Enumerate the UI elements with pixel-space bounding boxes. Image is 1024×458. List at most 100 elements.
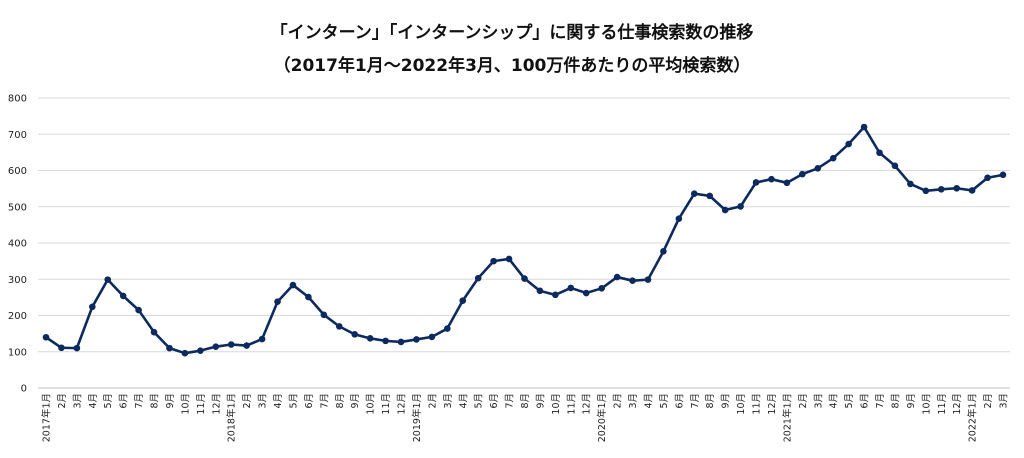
x-tick-label: 2月 xyxy=(798,393,809,409)
data-point xyxy=(629,277,636,285)
data-point xyxy=(768,175,775,183)
x-axis-ticks: 2017年1月 2月 3月 4月 5月 6月 7月 8月 9月 10月 11月 12月 2018年1月 2… xyxy=(41,393,1010,442)
data-point xyxy=(907,180,914,188)
x-tick-label: 10月 xyxy=(366,393,377,415)
x-tick-label: 10月 xyxy=(921,393,932,415)
data-point xyxy=(428,333,436,341)
data-point xyxy=(474,274,482,282)
data-point xyxy=(582,289,590,297)
y-axis-ticks: 0 100 200 300 400 500 600 700 800 xyxy=(8,94,27,395)
x-tick-label: 6月 xyxy=(860,393,871,409)
data-point xyxy=(89,303,96,311)
x-tick-label: 6月 xyxy=(489,393,500,409)
x-tick-label: 6月 xyxy=(119,393,130,409)
data-point xyxy=(73,344,81,352)
data-point xyxy=(382,337,389,345)
series-line-path xyxy=(45,125,1004,355)
data-point xyxy=(876,149,883,157)
x-tick-label: 11月 xyxy=(196,393,207,415)
x-tick-label: 9月 xyxy=(906,393,917,409)
data-point xyxy=(737,203,744,210)
data-point xyxy=(444,325,451,332)
y-tick-label: 300 xyxy=(8,275,27,286)
x-tick-label: 8月 xyxy=(150,393,161,409)
data-point xyxy=(212,343,220,350)
x-tick-label: 11月 xyxy=(752,393,763,415)
x-tick-label: 9月 xyxy=(535,393,546,409)
x-tick-label: 6月 xyxy=(304,393,315,409)
series-line xyxy=(42,123,1007,357)
x-tick-label: 2月 xyxy=(57,393,68,409)
data-point xyxy=(613,273,621,281)
data-point xyxy=(58,344,65,352)
x-tick-label: 2017年1月 xyxy=(41,393,53,442)
data-point xyxy=(181,349,189,357)
y-tick-label: 600 xyxy=(8,166,27,177)
data-point xyxy=(999,171,1007,179)
data-point xyxy=(119,292,127,300)
data-point xyxy=(150,328,158,336)
x-tick-label: 3月 xyxy=(628,393,639,409)
data-point xyxy=(814,165,822,172)
data-point xyxy=(937,186,945,193)
x-tick-label: 9月 xyxy=(165,393,176,409)
x-tick-label: 2月 xyxy=(242,393,253,409)
data-point xyxy=(397,338,405,346)
x-tick-label: 2019年1月 xyxy=(411,393,423,442)
data-point xyxy=(243,342,250,349)
x-tick-label: 8月 xyxy=(520,393,531,409)
x-tick-label: 10月 xyxy=(180,393,191,415)
y-tick-label: 500 xyxy=(8,202,27,213)
x-tick-label: 5月 xyxy=(103,393,114,409)
x-tick-label: 2021年1月 xyxy=(781,393,793,442)
x-tick-label: 9月 xyxy=(350,393,361,409)
data-point xyxy=(335,323,343,330)
chart-title: 「インターン」「インターンシップ」に関する仕事検索数の推移 xyxy=(270,23,754,43)
data-point xyxy=(721,206,729,214)
x-tick-label: 4月 xyxy=(273,393,284,409)
data-point xyxy=(135,306,142,314)
x-tick-label: 2022年1月 xyxy=(967,393,979,442)
data-point xyxy=(289,281,297,289)
x-tick-label: 12月 xyxy=(397,393,408,415)
data-point xyxy=(227,341,235,348)
y-tick-label: 700 xyxy=(8,130,27,141)
gridlines xyxy=(38,97,1010,389)
data-point xyxy=(413,336,420,343)
data-point xyxy=(567,284,575,292)
x-tick-label: 12月 xyxy=(767,393,778,415)
x-tick-label: 5月 xyxy=(288,393,299,409)
data-point xyxy=(984,174,991,182)
x-tick-label: 10月 xyxy=(736,393,747,415)
x-tick-label: 6月 xyxy=(674,393,685,409)
data-point xyxy=(922,187,930,195)
x-tick-label: 12月 xyxy=(211,393,222,415)
x-tick-label: 3月 xyxy=(443,393,454,409)
data-point xyxy=(274,298,281,306)
y-tick-label: 100 xyxy=(8,347,27,358)
x-tick-label: 8月 xyxy=(705,393,716,409)
data-point xyxy=(490,257,497,265)
data-point xyxy=(505,255,513,263)
data-point xyxy=(706,192,714,200)
y-tick-label: 0 xyxy=(21,384,27,395)
x-tick-label: 5月 xyxy=(659,393,670,409)
data-point xyxy=(783,179,791,187)
x-tick-label: 7月 xyxy=(505,393,516,409)
x-tick-label: 8月 xyxy=(890,393,901,409)
y-tick-label: 400 xyxy=(8,239,27,250)
x-tick-label: 7月 xyxy=(134,393,145,409)
data-point xyxy=(104,276,112,283)
x-tick-label: 4月 xyxy=(829,393,840,409)
x-tick-label: 4月 xyxy=(88,393,99,409)
x-tick-label: 11月 xyxy=(566,393,577,415)
x-tick-label: 7月 xyxy=(690,393,701,409)
data-point xyxy=(320,311,328,319)
y-tick-label: 200 xyxy=(8,311,27,322)
x-tick-label: 10月 xyxy=(551,393,562,415)
data-point xyxy=(459,297,467,304)
x-tick-label: 3月 xyxy=(813,393,824,409)
x-tick-label: 4月 xyxy=(643,393,654,409)
x-tick-label: 3月 xyxy=(72,393,83,409)
